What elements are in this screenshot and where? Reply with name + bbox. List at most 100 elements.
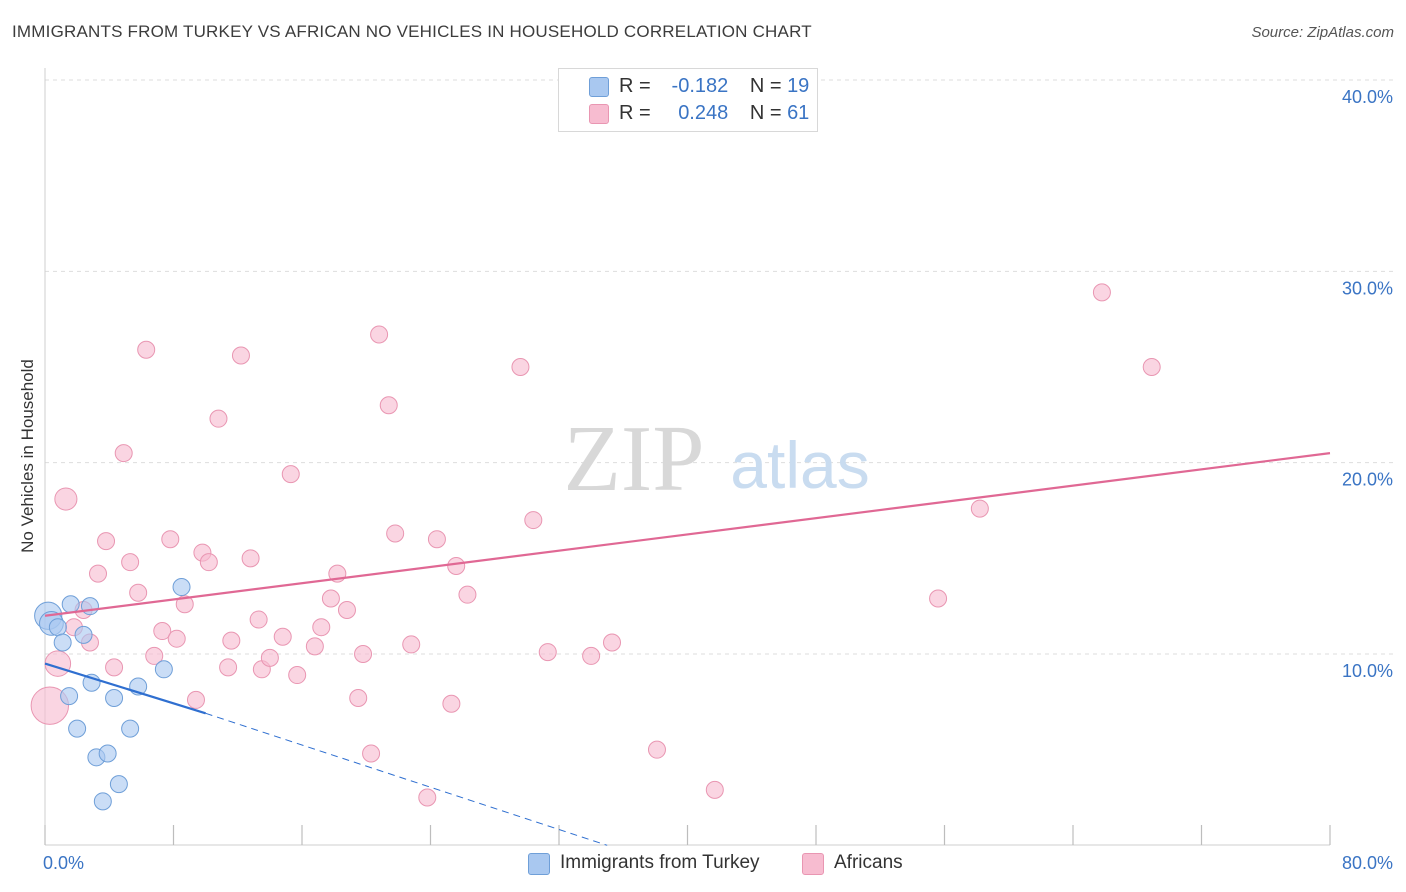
africans-point xyxy=(273,627,292,646)
africans-point xyxy=(288,666,307,685)
africans-point xyxy=(603,633,622,652)
legend-row-africans: R = 0.248 N = 61 xyxy=(559,102,817,128)
y-tick-label: 10.0% xyxy=(1342,661,1393,681)
turkey-point xyxy=(109,775,128,794)
africans-point xyxy=(1092,283,1111,302)
africans-point xyxy=(161,530,180,549)
africans-point xyxy=(114,444,133,463)
africans-point xyxy=(175,595,194,614)
turkey-point xyxy=(61,595,80,614)
turkey-point xyxy=(105,689,124,708)
turkey-point xyxy=(172,578,191,597)
turkey-trend-line xyxy=(44,662,206,715)
r-value: -0.182 xyxy=(671,75,729,97)
chart-title: IMMIGRANTS FROM TURKEY VS AFRICAN NO VEH… xyxy=(12,22,812,41)
africans-point xyxy=(249,610,268,629)
x-tick-label: 0.0% xyxy=(43,853,84,873)
turkey-swatch xyxy=(589,77,609,97)
africans-point xyxy=(54,487,78,511)
africans-trend-line xyxy=(44,452,1331,617)
y-tick-label: 30.0% xyxy=(1342,278,1393,298)
y-tick-label: 40.0% xyxy=(1342,87,1393,107)
africans-point xyxy=(386,524,405,543)
africans-legend-swatch xyxy=(802,853,824,875)
legend-label: Africans xyxy=(834,852,903,873)
africans-point xyxy=(137,340,156,359)
africans-point xyxy=(321,589,340,608)
africans-point xyxy=(89,564,108,583)
turkey-point xyxy=(53,633,72,652)
n-value: 19 xyxy=(787,75,810,97)
turkey-point xyxy=(68,719,87,738)
source-note: Source: ZipAtlas.com xyxy=(1251,24,1394,41)
africans-point xyxy=(231,346,250,365)
turkey-point xyxy=(48,618,67,637)
turkey-point xyxy=(74,625,93,644)
africans-point xyxy=(929,589,948,608)
africans-point xyxy=(1142,358,1161,376)
trend-lines xyxy=(44,452,1331,846)
watermark-atlas: atlas xyxy=(730,428,869,502)
n-label: N = xyxy=(749,102,782,124)
africans-point xyxy=(30,686,70,725)
africans-point xyxy=(167,629,186,648)
n-value: 61 xyxy=(787,102,810,124)
africans-point xyxy=(44,650,72,677)
africans-point xyxy=(511,358,530,376)
africans-point xyxy=(153,622,172,641)
africans-point xyxy=(379,396,398,415)
africans-point xyxy=(458,585,477,604)
turkey-trend-extension xyxy=(205,712,608,846)
legend-row-text: R = 0.248 N = 61 xyxy=(619,102,809,125)
africans-point xyxy=(442,694,461,713)
legend-label: Immigrants from Turkey xyxy=(560,852,760,873)
africans-point xyxy=(538,643,557,662)
turkey-point xyxy=(154,660,173,679)
africans-point xyxy=(312,618,331,637)
africans-point xyxy=(121,553,140,572)
africans-point xyxy=(219,658,238,677)
legend-row-turkey: R = -0.182 N = 19 xyxy=(559,75,817,101)
africans-point xyxy=(305,637,324,656)
r-label: R = xyxy=(619,102,651,124)
africans-point xyxy=(370,325,389,344)
africans-point xyxy=(362,744,381,763)
x-tick-label: 80.0% xyxy=(1342,853,1393,873)
turkey-legend-swatch xyxy=(528,853,550,875)
africans-point xyxy=(199,553,218,572)
africans-point xyxy=(402,635,421,654)
africans-point xyxy=(705,780,724,799)
africans-point xyxy=(447,556,466,575)
africans-point xyxy=(647,740,666,759)
grid-lines xyxy=(45,79,1395,655)
africans-point xyxy=(337,600,356,619)
africans-point xyxy=(349,689,368,708)
africans-point xyxy=(105,658,124,677)
series-africans xyxy=(30,111,1161,807)
tick-labels: 10.0% 20.0% 30.0% 40.0% 0.0% 80.0% xyxy=(43,87,1393,873)
africans-point xyxy=(418,788,437,807)
africans-point xyxy=(260,648,279,667)
turkey-point xyxy=(121,719,140,738)
africans-point xyxy=(186,690,205,709)
legend-row-text: R = -0.182 N = 19 xyxy=(619,75,809,98)
africans-point xyxy=(209,409,228,428)
r-label: R = xyxy=(619,75,651,97)
correlation-legend: R = -0.182 N = 19 R = 0.248 N = 61 xyxy=(558,68,818,132)
africans-point xyxy=(97,532,116,551)
africans-point xyxy=(281,465,300,484)
series-immigrants-from-turkey xyxy=(34,578,191,811)
africans-point xyxy=(582,646,601,665)
watermark-zip: ZIP xyxy=(564,407,705,511)
africans-point xyxy=(129,583,148,602)
africans-point xyxy=(354,645,373,663)
africans-point xyxy=(524,511,543,530)
turkey-point xyxy=(80,597,99,616)
africans-point xyxy=(970,499,989,518)
r-value: 0.248 xyxy=(678,102,729,124)
turkey-point xyxy=(93,792,112,811)
turkey-point xyxy=(98,744,117,763)
n-label: N = xyxy=(749,75,782,97)
watermark: ZIP atlas xyxy=(564,407,870,511)
